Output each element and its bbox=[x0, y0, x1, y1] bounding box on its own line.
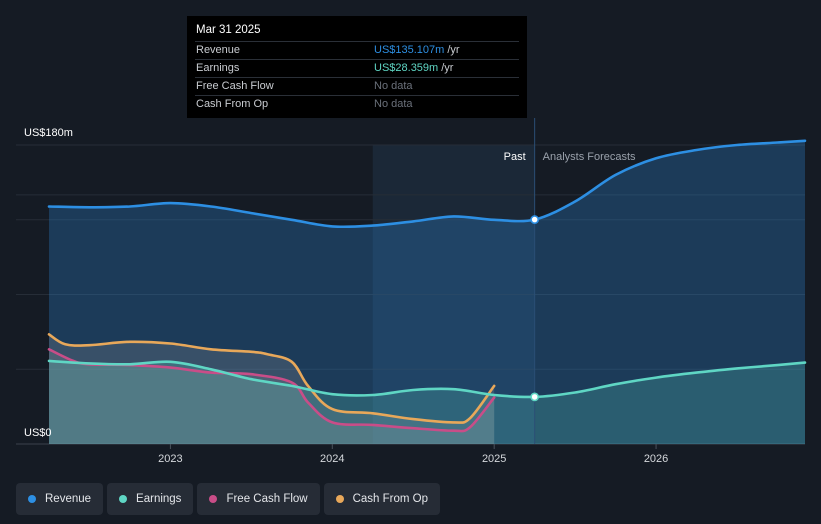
legend-dot-icon bbox=[209, 495, 218, 503]
legend-dot-icon bbox=[28, 495, 36, 503]
legend-dot-icon bbox=[119, 495, 128, 503]
tooltip-row-label: Revenue bbox=[196, 44, 241, 56]
legend-label: Earnings bbox=[136, 493, 182, 505]
revenue-marker bbox=[530, 215, 540, 224]
legend-label: Free Cash Flow bbox=[226, 493, 308, 505]
forecast-label: Analysts Forecasts bbox=[543, 151, 636, 163]
free-cash-flow-area bbox=[49, 349, 495, 444]
tooltip-row: Free Cash Flow No data bbox=[195, 77, 519, 95]
tooltip-row-value: US$28.359m bbox=[374, 62, 439, 74]
legend-item-cash-from-op[interactable]: Cash From Op bbox=[323, 483, 441, 515]
tooltip-row-value: US$135.107m bbox=[374, 44, 445, 56]
cash-from-op-line bbox=[47, 333, 496, 424]
tooltip-row-value: No data bbox=[374, 80, 413, 92]
legend: Revenue Earnings Free Cash Flow Cash From O… bbox=[16, 483, 441, 515]
tooltip: Mar 31 2025 Revenue US$135.107m/yr Earning… bbox=[187, 16, 527, 118]
legend-label: Cash From Op bbox=[352, 493, 429, 505]
tooltip-row-label: Earnings bbox=[196, 62, 240, 74]
series-markers bbox=[530, 215, 540, 402]
x-tick-label: 2023 bbox=[158, 453, 182, 465]
revenue-line bbox=[47, 139, 807, 229]
grid-lines bbox=[16, 144, 805, 445]
x-tick-label: 2026 bbox=[644, 453, 668, 465]
earnings-marker bbox=[530, 392, 540, 402]
tooltip-row: Cash From Op No data bbox=[195, 95, 519, 113]
y-axis-min-label: US$0 bbox=[24, 427, 52, 439]
legend-item-revenue[interactable]: Revenue bbox=[16, 483, 104, 515]
x-axis-ticks: 2023 2024 2025 2026 bbox=[158, 444, 668, 465]
x-tick-label: 2025 bbox=[482, 453, 506, 465]
revenue-area bbox=[49, 140, 805, 445]
tooltip-row: Earnings US$28.359m/yr bbox=[195, 59, 519, 77]
tooltip-row: Revenue US$135.107m/yr bbox=[195, 41, 519, 59]
tooltip-row-unit: /yr bbox=[447, 44, 460, 56]
x-tick-label: 2024 bbox=[320, 453, 344, 465]
tooltip-date: Mar 31 2025 bbox=[196, 24, 261, 36]
past-label: Past bbox=[504, 151, 526, 163]
series-lines bbox=[47, 139, 807, 433]
y-axis-max-label: US$180m bbox=[24, 127, 73, 139]
legend-item-earnings[interactable]: Earnings bbox=[107, 483, 194, 515]
tooltip-row-label: Free Cash Flow bbox=[196, 80, 274, 92]
tooltip-row-label: Cash From Op bbox=[196, 98, 269, 110]
legend-item-free-cash-flow[interactable]: Free Cash Flow bbox=[197, 483, 320, 515]
legend-dot-icon bbox=[335, 495, 344, 503]
tooltip-rows: Revenue US$135.107m/yr Earnings US$28.359m /… bbox=[195, 41, 519, 113]
earnings-line bbox=[47, 359, 807, 399]
earnings-area bbox=[49, 360, 805, 444]
tooltip-row-value: No data bbox=[374, 98, 413, 110]
legend-label: Revenue bbox=[45, 493, 92, 505]
tooltip-row-unit: /yr bbox=[441, 62, 454, 74]
